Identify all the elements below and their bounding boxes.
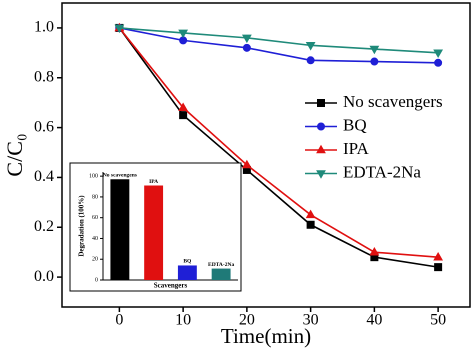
marker	[305, 209, 316, 219]
series-line	[119, 27, 439, 64]
marker	[369, 246, 380, 256]
series-line	[118, 27, 439, 258]
marker	[316, 144, 326, 154]
x-tick-label: 20	[239, 312, 255, 329]
bar-category-label: IPA	[149, 179, 158, 185]
bar	[144, 185, 164, 280]
marker	[242, 43, 251, 52]
y-tick-label: 0.6	[34, 118, 54, 135]
marker	[178, 29, 189, 39]
legend-label: IPA	[343, 139, 370, 158]
x-tick-label: 40	[366, 312, 382, 329]
y-tick-label: 0.4	[34, 168, 54, 185]
y-tick-label: 1.0	[34, 19, 54, 36]
marker	[306, 220, 315, 229]
marker	[179, 111, 188, 120]
marker	[317, 99, 325, 107]
bar-category-label: BQ	[183, 259, 192, 265]
marker	[114, 24, 125, 34]
series-line	[119, 27, 439, 54]
marker	[178, 102, 189, 111]
x-tick-label: 10	[175, 312, 191, 329]
marker	[369, 45, 380, 55]
inset-y-tick-label: 100	[89, 174, 98, 180]
x-tick-label: 0	[115, 312, 123, 329]
marker	[433, 251, 444, 261]
y-axis-label: C/C₀	[2, 133, 27, 176]
x-tick-label: 30	[303, 312, 319, 329]
inset-y-tick-label: 80	[92, 194, 98, 200]
inset-y-tick-label: 40	[92, 236, 98, 242]
bar	[177, 265, 197, 280]
inset-y-axis-label: Degradation (100%)	[78, 195, 86, 257]
marker	[317, 122, 325, 131]
marker	[241, 159, 252, 169]
marker	[434, 263, 443, 272]
legend-label: BQ	[343, 115, 367, 134]
y-tick-label: 0.0	[34, 268, 54, 285]
y-tick-label: 0.2	[34, 218, 54, 235]
bar	[211, 268, 231, 280]
inset-y-tick-label: 60	[92, 215, 98, 221]
x-axis-label: Time(min)	[221, 324, 311, 348]
marker	[434, 58, 443, 67]
bar-category-label: No scavengens	[103, 173, 137, 179]
marker	[241, 34, 252, 44]
y-tick-label: 0.8	[34, 68, 54, 85]
marker	[305, 42, 316, 51]
bar-category-label: EDTA-2Na	[208, 262, 234, 268]
legend-label: No scavengers	[343, 92, 443, 111]
bar	[110, 179, 130, 280]
legend-label: EDTA-2Na	[343, 162, 421, 181]
plot-frame	[61, 2, 471, 308]
marker	[316, 170, 326, 179]
inset-y-tick-label: 0	[95, 277, 98, 283]
inset-x-axis-label: Scavengers	[154, 282, 188, 290]
series-line	[118, 27, 439, 268]
marker	[306, 56, 315, 65]
x-tick-label: 50	[430, 312, 446, 329]
inset-y-tick-label: 20	[92, 257, 98, 263]
marker	[370, 57, 379, 66]
marker	[433, 49, 444, 59]
